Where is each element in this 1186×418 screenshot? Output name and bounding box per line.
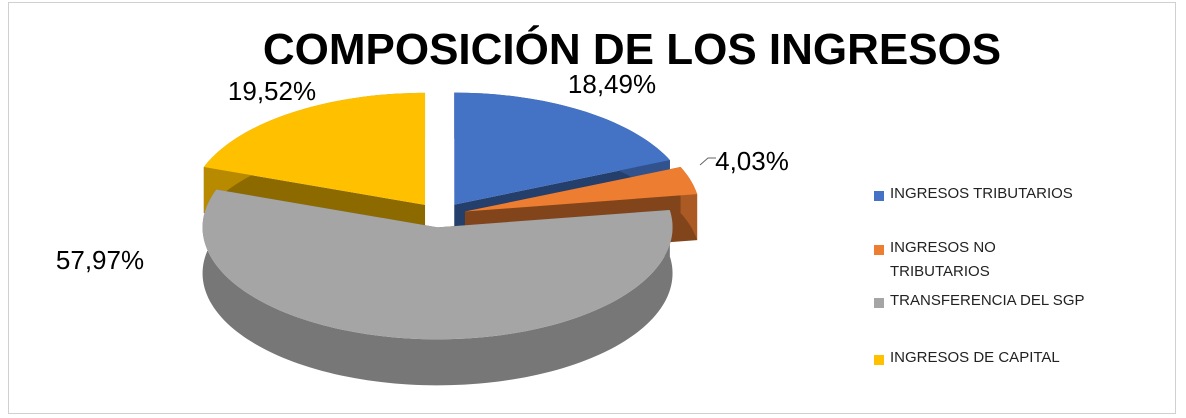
data-label: 19,52% [228,76,316,106]
legend-item: INGRESOS TRIBUTARIOS [874,185,1114,206]
legend-label: INGRESOS DE CAPITAL [890,349,1060,366]
legend-swatch [874,191,884,201]
legend-item: INGRESOS DE CAPITAL [874,349,1114,370]
legend-swatch [874,245,884,255]
slice-wall [202,189,673,386]
pie-slice [202,189,673,386]
chart-title: COMPOSICIÓN DE LOS INGRESOS [263,24,1001,74]
slice-top [464,166,698,212]
legend-item: INGRESOS NO TRIBUTARIOS [874,239,1114,284]
slice-top [203,92,426,205]
legend-swatch [874,298,884,308]
legend-label: INGRESOS NO TRIBUTARIOS [890,239,996,280]
slice-top [454,92,670,205]
data-label: 4,03% [715,146,789,176]
chart-frame [8,2,1176,414]
leader-line [699,157,716,166]
legend-label: INGRESOS TRIBUTARIOS [890,185,1073,202]
slice-top [202,189,673,340]
legend-swatch [874,355,884,365]
legend-label: TRANSFERENCIA DEL SGP [890,292,1085,309]
data-label: 57,97% [56,245,144,275]
legend-item: TRANSFERENCIA DEL SGP [874,292,1114,313]
data-label: 18,49% [568,69,656,99]
